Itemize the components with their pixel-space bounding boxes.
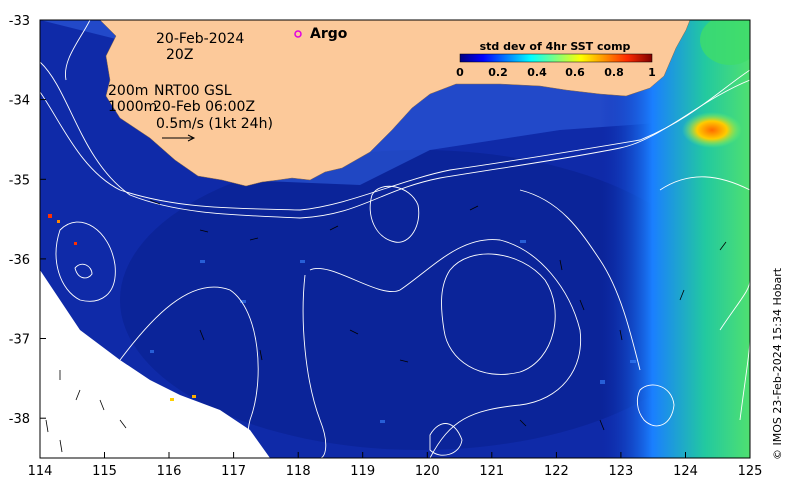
x-tick-label: 120: [415, 464, 440, 479]
colorbar-gradient: [459, 53, 653, 63]
y-tick-label: -38: [9, 412, 30, 427]
colorbar-tick: 0.2: [488, 66, 508, 79]
x-axis: 114 115 116 117 118 119 120 121 122 123 …: [28, 452, 763, 479]
warm-specks: [48, 214, 196, 401]
colorbar-tick: 0.4: [527, 66, 547, 79]
hotspot: [682, 112, 742, 148]
x-tick-label: 118: [286, 464, 311, 479]
contour-label-200m: 200m: [108, 83, 148, 99]
no-data-region: [40, 270, 270, 458]
credit-label: © IMOS 23-Feb-2024 15:34 Hobart: [771, 267, 784, 460]
contour-label-1000m: 1000m: [108, 99, 157, 115]
bathymetry-contours: [40, 20, 750, 219]
plot-frame: [39, 19, 751, 459]
x-tick-label: 122: [544, 464, 569, 479]
colorbar-tick: 0.6: [565, 66, 585, 79]
sst-speckles: [150, 240, 636, 423]
current-vectors: [45, 199, 727, 453]
northeast-patch: [700, 20, 750, 65]
colorbar-tick: 1: [648, 66, 656, 79]
map-plot-area: [40, 20, 750, 458]
colorbar-tick: 0.8: [604, 66, 624, 79]
colorbar-tick: 0: [456, 66, 464, 79]
x-tick-label: 116: [157, 464, 182, 479]
x-tick-label: 119: [350, 464, 375, 479]
x-tick-label: 124: [673, 464, 698, 479]
colorbar: std dev of 4hr SST comp 0 0.2 0.4 0.6 0.…: [456, 40, 656, 79]
velocity-scale-label: 0.5m/s (1kt 24h): [156, 116, 273, 132]
argo-legend-label: Argo: [310, 26, 348, 42]
time-label: 20Z: [166, 47, 193, 63]
x-tick-label: 114: [28, 464, 53, 479]
y-tick-label: -35: [9, 173, 30, 188]
dataset-time-label: 20-Feb 06:00Z: [153, 99, 255, 115]
colorbar-title: std dev of 4hr SST comp: [480, 40, 631, 53]
y-axis: -33 -34 -35 -36 -37 -38: [9, 14, 46, 427]
scale-arrow-icon: [162, 134, 196, 142]
x-tick-label: 125: [738, 464, 763, 479]
argo-marker-icon: [294, 30, 302, 38]
deep-ocean-shade: [120, 150, 720, 450]
y-tick-label: -34: [9, 94, 30, 109]
y-tick-label: -36: [9, 253, 30, 268]
y-tick-label: -37: [9, 333, 30, 348]
dataset-label: NRT00 GSL: [154, 83, 232, 99]
y-tick-label: -33: [9, 14, 30, 29]
x-tick-label: 123: [608, 464, 633, 479]
x-tick-label: 117: [221, 464, 246, 479]
date-label: 20-Feb-2024: [156, 31, 244, 47]
x-tick-label: 121: [479, 464, 504, 479]
x-tick-label: 115: [92, 464, 117, 479]
